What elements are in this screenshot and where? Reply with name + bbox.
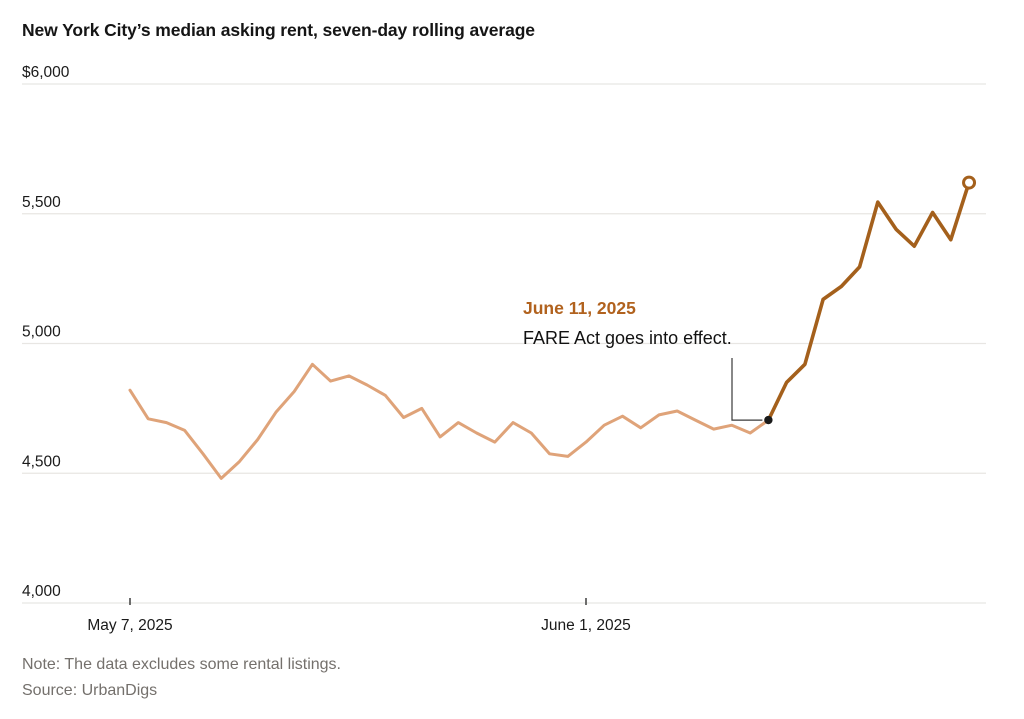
event-point-marker bbox=[764, 415, 773, 425]
series-line-before-fare-act bbox=[128, 362, 770, 480]
annotation-connector-line bbox=[731, 358, 763, 421]
y-axis-label: 5,500 bbox=[22, 194, 61, 211]
chart-note: Note: The data excludes some rental list… bbox=[22, 656, 341, 673]
y-axis-label: 5,000 bbox=[22, 324, 61, 341]
x-axis-label: June 1, 2025 bbox=[541, 617, 631, 634]
annotation-date-label: June 11, 2025 bbox=[523, 298, 636, 318]
y-axis-label: 4,000 bbox=[22, 583, 61, 600]
latest-point-marker bbox=[962, 175, 977, 190]
chart-source: Source: UrbanDigs bbox=[22, 682, 158, 699]
y-axis-label: $6,000 bbox=[22, 64, 70, 81]
annotation-text: FARE Act goes into effect. bbox=[523, 327, 732, 348]
x-axis-label: May 7, 2025 bbox=[87, 617, 172, 634]
event-annotation: June 11, 2025 FARE Act goes into effect. bbox=[523, 298, 732, 348]
y-axis-label: 4,500 bbox=[22, 453, 61, 470]
series-line-after-fare-act bbox=[766, 180, 971, 422]
chart-title: New York City’s median asking rent, seve… bbox=[22, 20, 535, 40]
